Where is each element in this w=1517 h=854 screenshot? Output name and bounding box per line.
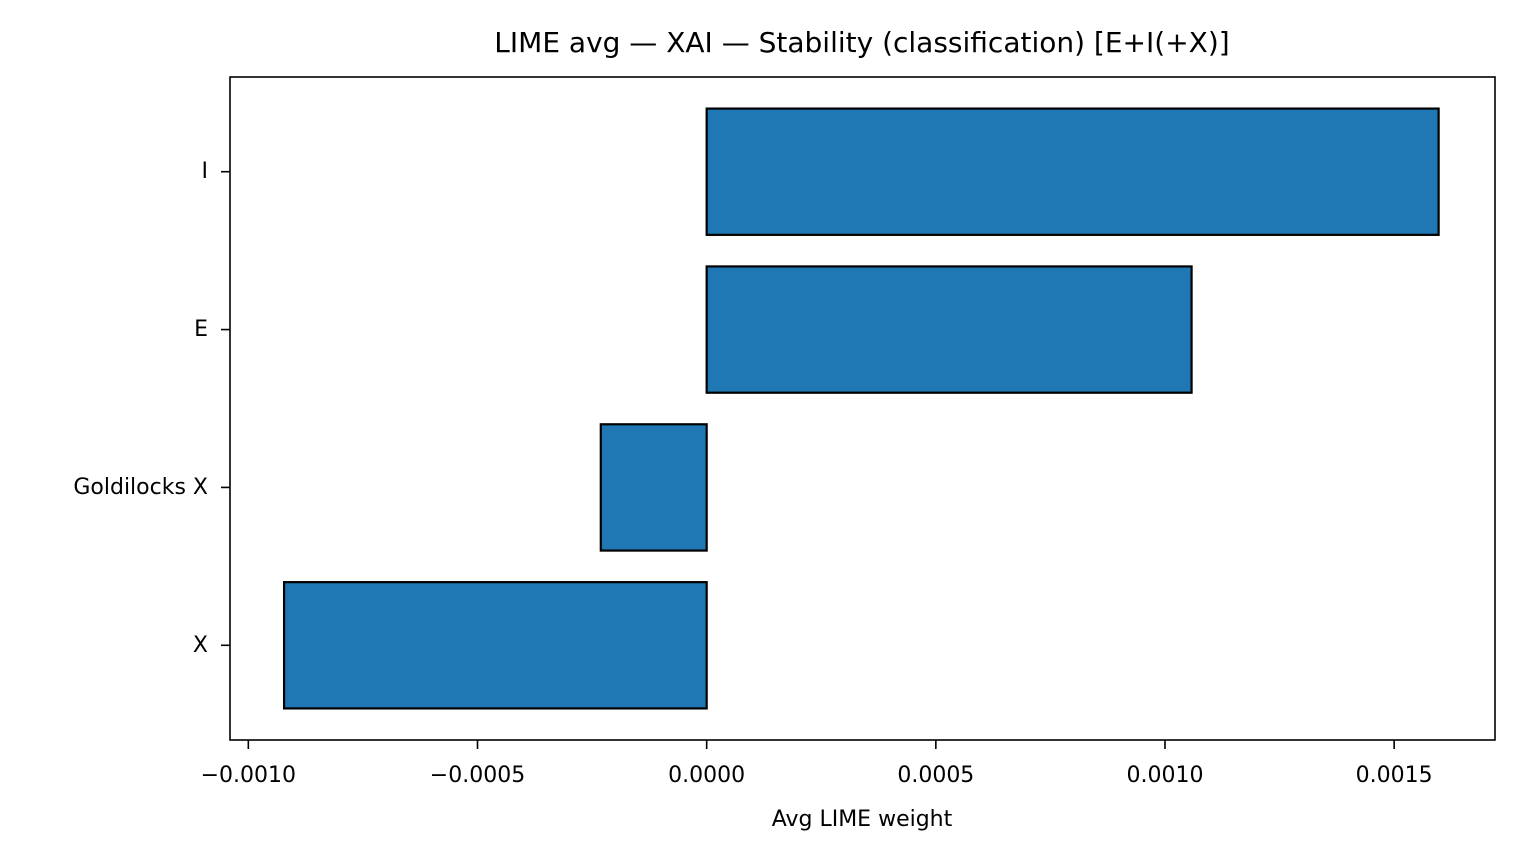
x-tick-label: 0.0000 [668,763,745,788]
bar-i [705,107,1440,236]
y-tick-label: I [202,159,209,184]
y-tick-label: E [194,317,208,342]
bar-goldilocks-x [599,423,708,552]
x-axis: −0.0010 −0.0005 0.0000 0.0005 0.0010 0.0015 [201,740,1433,788]
x-tick-label: 0.0010 [1127,763,1204,788]
x-tick-label: 0.0005 [897,763,974,788]
y-tick-label: X [193,633,208,658]
plot-frame [229,76,1496,741]
y-tick-label: Goldilocks X [73,475,208,500]
bar-e [705,265,1193,394]
y-axis: I E Goldilocks X X [73,159,230,658]
x-tick-label: −0.0005 [430,763,525,788]
chart-title: LIME avg — XAI — Stability (classificati… [494,26,1229,59]
bar-x [282,581,708,710]
bars-group [282,107,1440,710]
x-tick-label: −0.0010 [201,763,296,788]
x-tick-label: 0.0015 [1356,763,1433,788]
x-axis-label: Avg LIME weight [772,807,953,832]
